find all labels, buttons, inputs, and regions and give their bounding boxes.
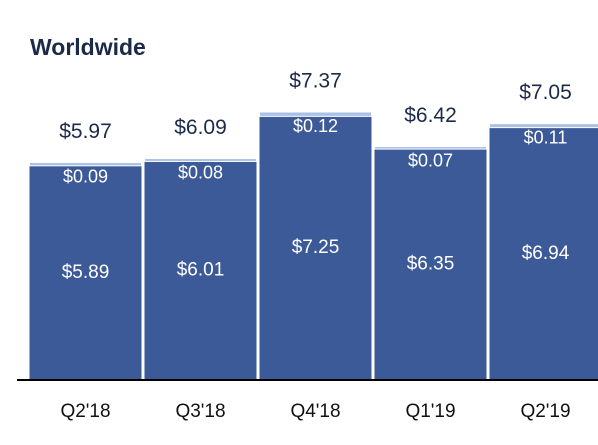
x-tick-label: Q1'19 bbox=[405, 401, 455, 422]
bar-segment bbox=[144, 161, 257, 380]
bar-segment bbox=[259, 111, 372, 117]
x-tick-label: Q3'18 bbox=[175, 401, 225, 422]
bar-segment bbox=[144, 158, 257, 162]
x-tick-label: Q2'18 bbox=[60, 401, 110, 422]
value-label: $0.09 bbox=[63, 166, 108, 186]
total-label: $7.37 bbox=[289, 70, 342, 93]
total-label: $6.09 bbox=[174, 116, 227, 139]
value-label: $0.08 bbox=[178, 162, 223, 182]
value-label: $7.25 bbox=[292, 237, 340, 258]
x-tick-label: Q2'19 bbox=[520, 401, 570, 422]
x-tick-label: Q4'18 bbox=[290, 401, 340, 422]
value-label: $0.12 bbox=[293, 116, 338, 136]
bar-segment bbox=[259, 116, 372, 380]
bar-segment bbox=[374, 149, 487, 380]
bar-segment bbox=[29, 165, 142, 380]
value-label: $6.94 bbox=[522, 243, 570, 264]
chart-title: Worldwide bbox=[30, 34, 146, 60]
value-label: $5.89 bbox=[62, 262, 110, 283]
bar-segment bbox=[29, 162, 142, 167]
value-label: $0.11 bbox=[524, 127, 568, 147]
bar-segment bbox=[489, 127, 598, 381]
value-label: $6.01 bbox=[177, 260, 225, 281]
total-label: $7.05 bbox=[519, 81, 572, 104]
total-label: $5.97 bbox=[59, 120, 112, 143]
value-label: $0.07 bbox=[408, 150, 453, 170]
value-label: $6.35 bbox=[407, 254, 455, 275]
bar-segment bbox=[489, 123, 598, 129]
bar-segment bbox=[374, 146, 487, 150]
total-label: $6.42 bbox=[404, 104, 457, 127]
